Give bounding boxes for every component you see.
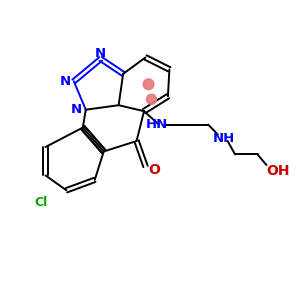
Text: OH: OH [266,164,289,178]
Text: NH: NH [213,132,235,145]
Text: N: N [60,75,71,88]
Text: HN: HN [146,118,168,131]
Text: Cl: Cl [34,196,48,209]
Text: N: N [71,103,82,116]
Text: N: N [94,47,106,60]
Circle shape [143,79,154,90]
Text: O: O [148,163,160,177]
Circle shape [146,94,157,104]
